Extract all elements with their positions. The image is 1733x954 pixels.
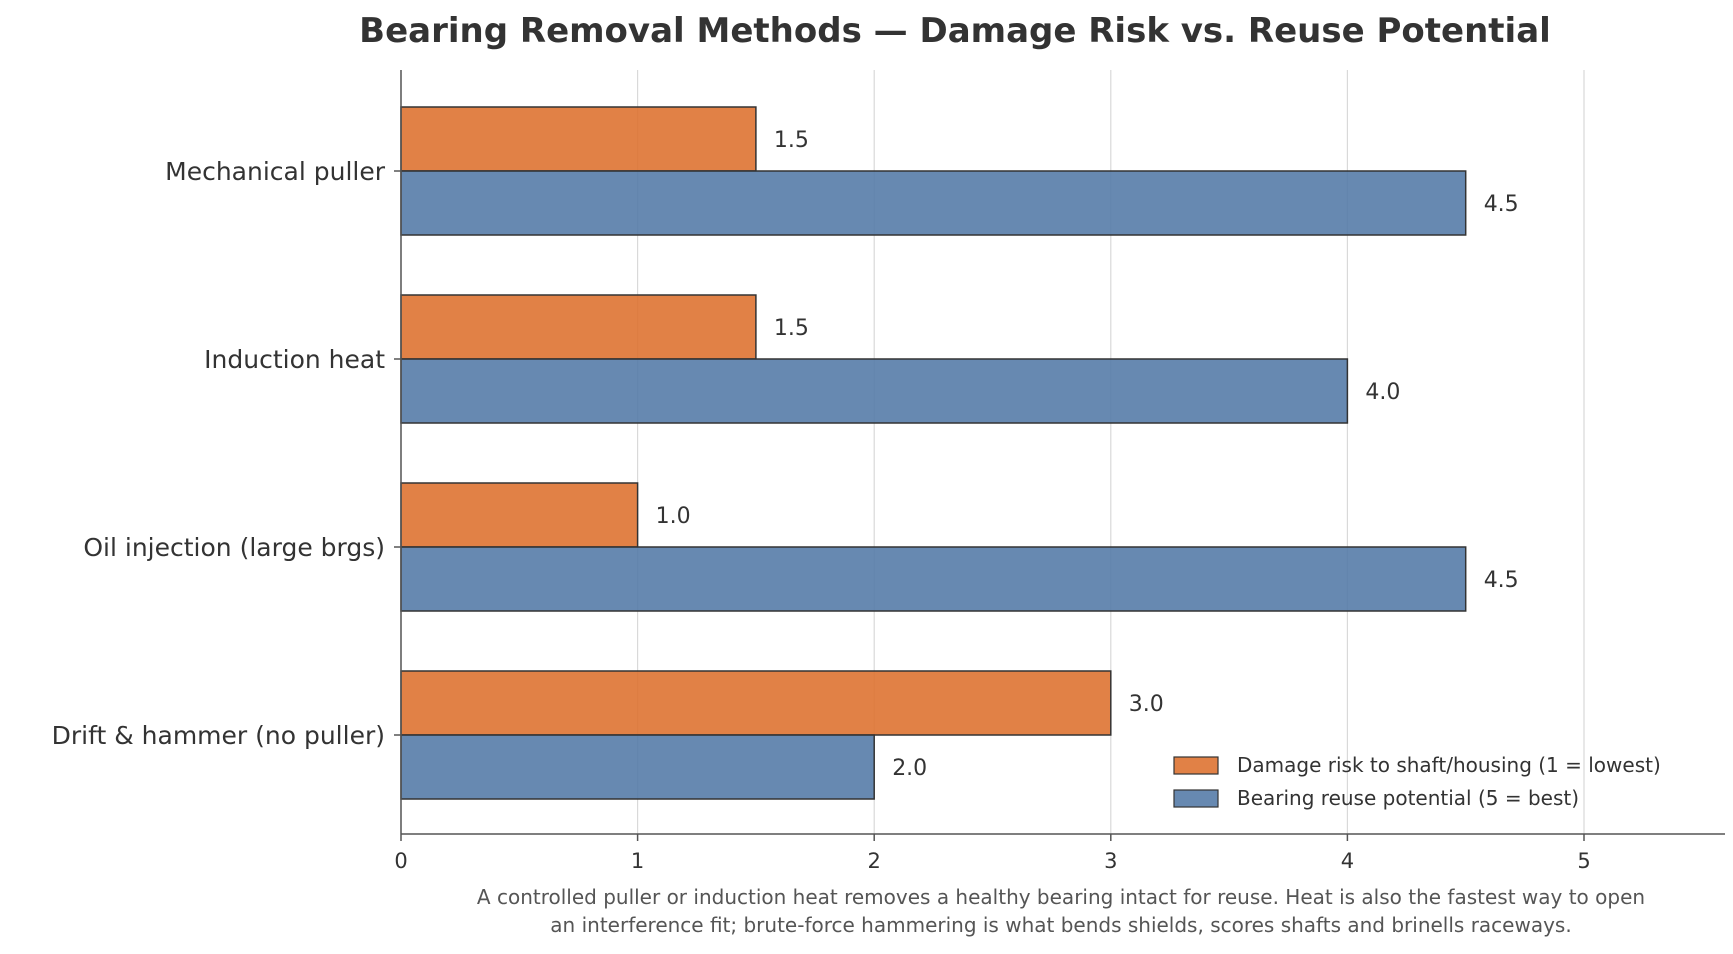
category-label-0: Mechanical puller	[165, 157, 386, 186]
bar-damage-risk-3	[400, 670, 1112, 736]
legend-swatch-1	[1173, 789, 1219, 808]
bar-damage-risk-1	[400, 294, 757, 360]
legend-swatch-0	[1173, 756, 1219, 775]
data-label-reuse-potential-1: 4.0	[1365, 380, 1400, 405]
bar-damage-risk-0	[400, 106, 757, 172]
data-label-damage-risk-2: 1.0	[656, 504, 691, 529]
bars: 1.5 4.5 1.5 4.0 1.0 4.5 3.0 2.0	[400, 106, 1519, 800]
category-label-2: Oil injection (large brgs)	[83, 533, 385, 562]
data-label-reuse-potential-0: 4.5	[1484, 192, 1519, 217]
x-tick-labels: 0 1 2 3 4 5	[394, 849, 1590, 873]
data-label-reuse-potential-2: 4.5	[1484, 568, 1519, 593]
category-label-1: Induction heat	[204, 345, 385, 374]
x-tick-label-3: 3	[1104, 849, 1117, 873]
data-label-reuse-potential-3: 2.0	[892, 756, 927, 781]
data-label-damage-risk-3: 3.0	[1129, 692, 1164, 717]
legend: Damage risk to shaft/housing (1 = lowest…	[1173, 753, 1661, 810]
chart-title: Bearing Removal Methods — Damage Risk vs…	[359, 11, 1551, 51]
category-labels: Mechanical puller Induction heat Oil injec…	[52, 157, 386, 750]
category-label-3: Drift & hammer (no puller)	[52, 721, 385, 750]
data-label-damage-risk-0: 1.5	[774, 128, 809, 153]
caption: A controlled puller or induction heat re…	[477, 885, 1645, 937]
x-tick-label-2: 2	[868, 849, 881, 873]
axes	[394, 70, 1725, 841]
x-tick-label-4: 4	[1341, 849, 1354, 873]
bar-reuse-potential-1	[400, 358, 1349, 424]
x-tick-label-0: 0	[394, 849, 407, 873]
legend-entry-1: Bearing reuse potential (5 = best)	[1237, 786, 1579, 810]
bar-damage-risk-2	[400, 482, 639, 548]
legend-entry-0: Damage risk to shaft/housing (1 = lowest…	[1237, 753, 1661, 777]
x-tick-label-5: 5	[1577, 849, 1590, 873]
bar-reuse-potential-0	[400, 170, 1467, 236]
caption-line-1: an interference fit; brute-force hammeri…	[550, 913, 1571, 937]
x-tick-label-1: 1	[631, 849, 644, 873]
data-label-damage-risk-1: 1.5	[774, 316, 809, 341]
bar-reuse-potential-2	[400, 546, 1467, 612]
bar-reuse-potential-3	[400, 734, 875, 800]
caption-line-0: A controlled puller or induction heat re…	[477, 885, 1645, 909]
